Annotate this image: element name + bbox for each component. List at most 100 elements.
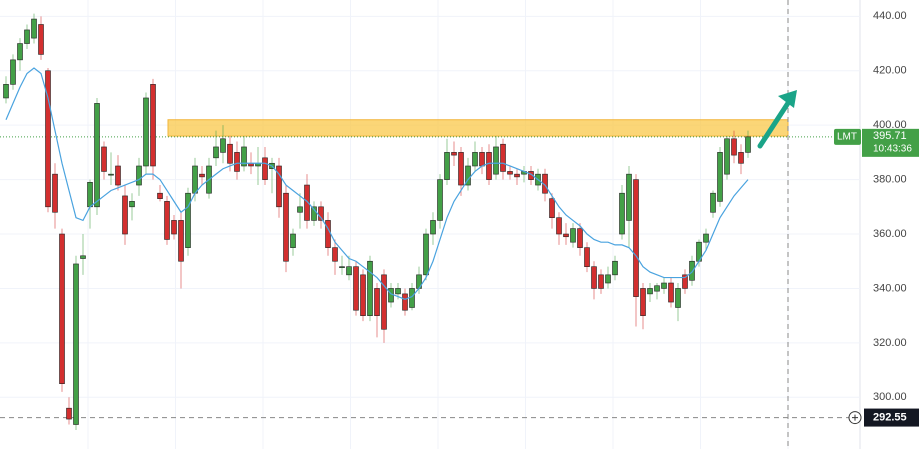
candle-body xyxy=(563,233,569,238)
y-tick-label: 380.00 xyxy=(873,174,907,186)
candle-body xyxy=(402,293,408,311)
candle-body xyxy=(52,173,58,213)
candle-body xyxy=(465,165,471,186)
candle-body xyxy=(332,247,338,262)
ticker-tag xyxy=(834,128,861,145)
candle-body xyxy=(647,288,653,295)
candle-body xyxy=(346,266,352,276)
candle-body xyxy=(3,84,9,99)
candle-body xyxy=(108,173,114,176)
candle-body xyxy=(24,29,30,44)
candle-body xyxy=(437,179,443,221)
candle-body xyxy=(136,165,142,186)
resistance-zone xyxy=(167,119,789,137)
candle-body xyxy=(675,288,681,308)
candle-body xyxy=(591,266,597,289)
candle-body xyxy=(654,285,660,292)
candle-body xyxy=(633,179,639,297)
y-tick-label: 340.00 xyxy=(873,282,907,294)
candle-body xyxy=(395,288,401,295)
candle-body xyxy=(17,43,23,61)
candle-body xyxy=(661,282,667,289)
moving-average xyxy=(5,67,749,300)
candle-body xyxy=(570,228,576,243)
y-tick-label: 360.00 xyxy=(873,228,907,240)
candle-body xyxy=(479,152,485,167)
candle-body xyxy=(731,138,737,156)
arrow-head xyxy=(778,90,797,108)
time-label: 10:43:36 xyxy=(873,143,912,154)
candle-body xyxy=(549,198,555,218)
candle-body xyxy=(339,266,345,268)
candle-body xyxy=(381,274,387,330)
candle-body xyxy=(171,220,177,235)
candle-body xyxy=(626,173,632,221)
candle-body xyxy=(311,206,317,221)
candle-body xyxy=(444,152,450,180)
candle-body xyxy=(227,143,233,164)
crosshair-price-label: 292.55 xyxy=(873,411,907,423)
candle-body xyxy=(290,233,296,248)
candle-body xyxy=(59,233,65,384)
candle-body xyxy=(143,97,149,167)
candle-body xyxy=(241,146,247,167)
candle-body xyxy=(472,152,478,167)
candle-body xyxy=(94,103,100,208)
candle-body xyxy=(31,18,37,39)
last-price-label: 395.71 xyxy=(873,130,907,142)
ticker-label: LMT xyxy=(837,131,857,142)
candle-body xyxy=(409,288,415,308)
candle-body xyxy=(388,288,394,303)
candle-body xyxy=(668,282,674,303)
candle-body xyxy=(584,247,590,267)
candle-body xyxy=(598,274,604,289)
candle-body xyxy=(430,220,436,235)
candle-body xyxy=(234,152,240,172)
candle-body xyxy=(486,152,492,180)
candle-body xyxy=(297,206,303,213)
candle-body xyxy=(45,70,51,208)
candle-body xyxy=(178,220,184,262)
candle-body xyxy=(619,192,625,235)
candle-body xyxy=(367,260,373,316)
candle-body xyxy=(283,192,289,262)
candle-body xyxy=(38,24,44,55)
candle-body xyxy=(157,192,163,199)
candle-body xyxy=(164,201,170,240)
candle-body xyxy=(276,165,282,208)
candle-body xyxy=(80,255,86,259)
y-tick-label: 320.00 xyxy=(873,337,907,349)
candle-body xyxy=(318,206,324,221)
candle-body xyxy=(122,195,128,235)
candle-body xyxy=(556,217,562,235)
candle-body xyxy=(577,228,583,248)
y-tick-label: 440.00 xyxy=(873,10,907,22)
candle-body xyxy=(87,182,93,208)
arrow-shaft xyxy=(757,97,793,149)
candle-body xyxy=(703,233,709,243)
candle-body xyxy=(374,288,380,316)
candle-body xyxy=(612,260,618,276)
candle-body xyxy=(304,184,310,221)
candle-body xyxy=(360,274,366,316)
candle-body xyxy=(451,152,457,156)
candle-body xyxy=(73,263,79,425)
candle-body xyxy=(325,220,331,248)
candle-body xyxy=(500,143,506,172)
candle-body xyxy=(738,152,744,164)
candle-body xyxy=(682,274,688,289)
candle-body xyxy=(150,84,156,167)
candle-body xyxy=(129,201,135,208)
candle-body xyxy=(724,138,730,175)
candle-body xyxy=(507,171,513,175)
candle-body xyxy=(66,407,72,420)
candle-body xyxy=(262,157,268,180)
candle-body xyxy=(605,274,611,284)
candle-body xyxy=(220,138,226,153)
candle-body xyxy=(514,173,520,178)
candle-body xyxy=(115,165,121,186)
y-tick-label: 420.00 xyxy=(873,65,907,77)
candle-body xyxy=(213,146,219,159)
